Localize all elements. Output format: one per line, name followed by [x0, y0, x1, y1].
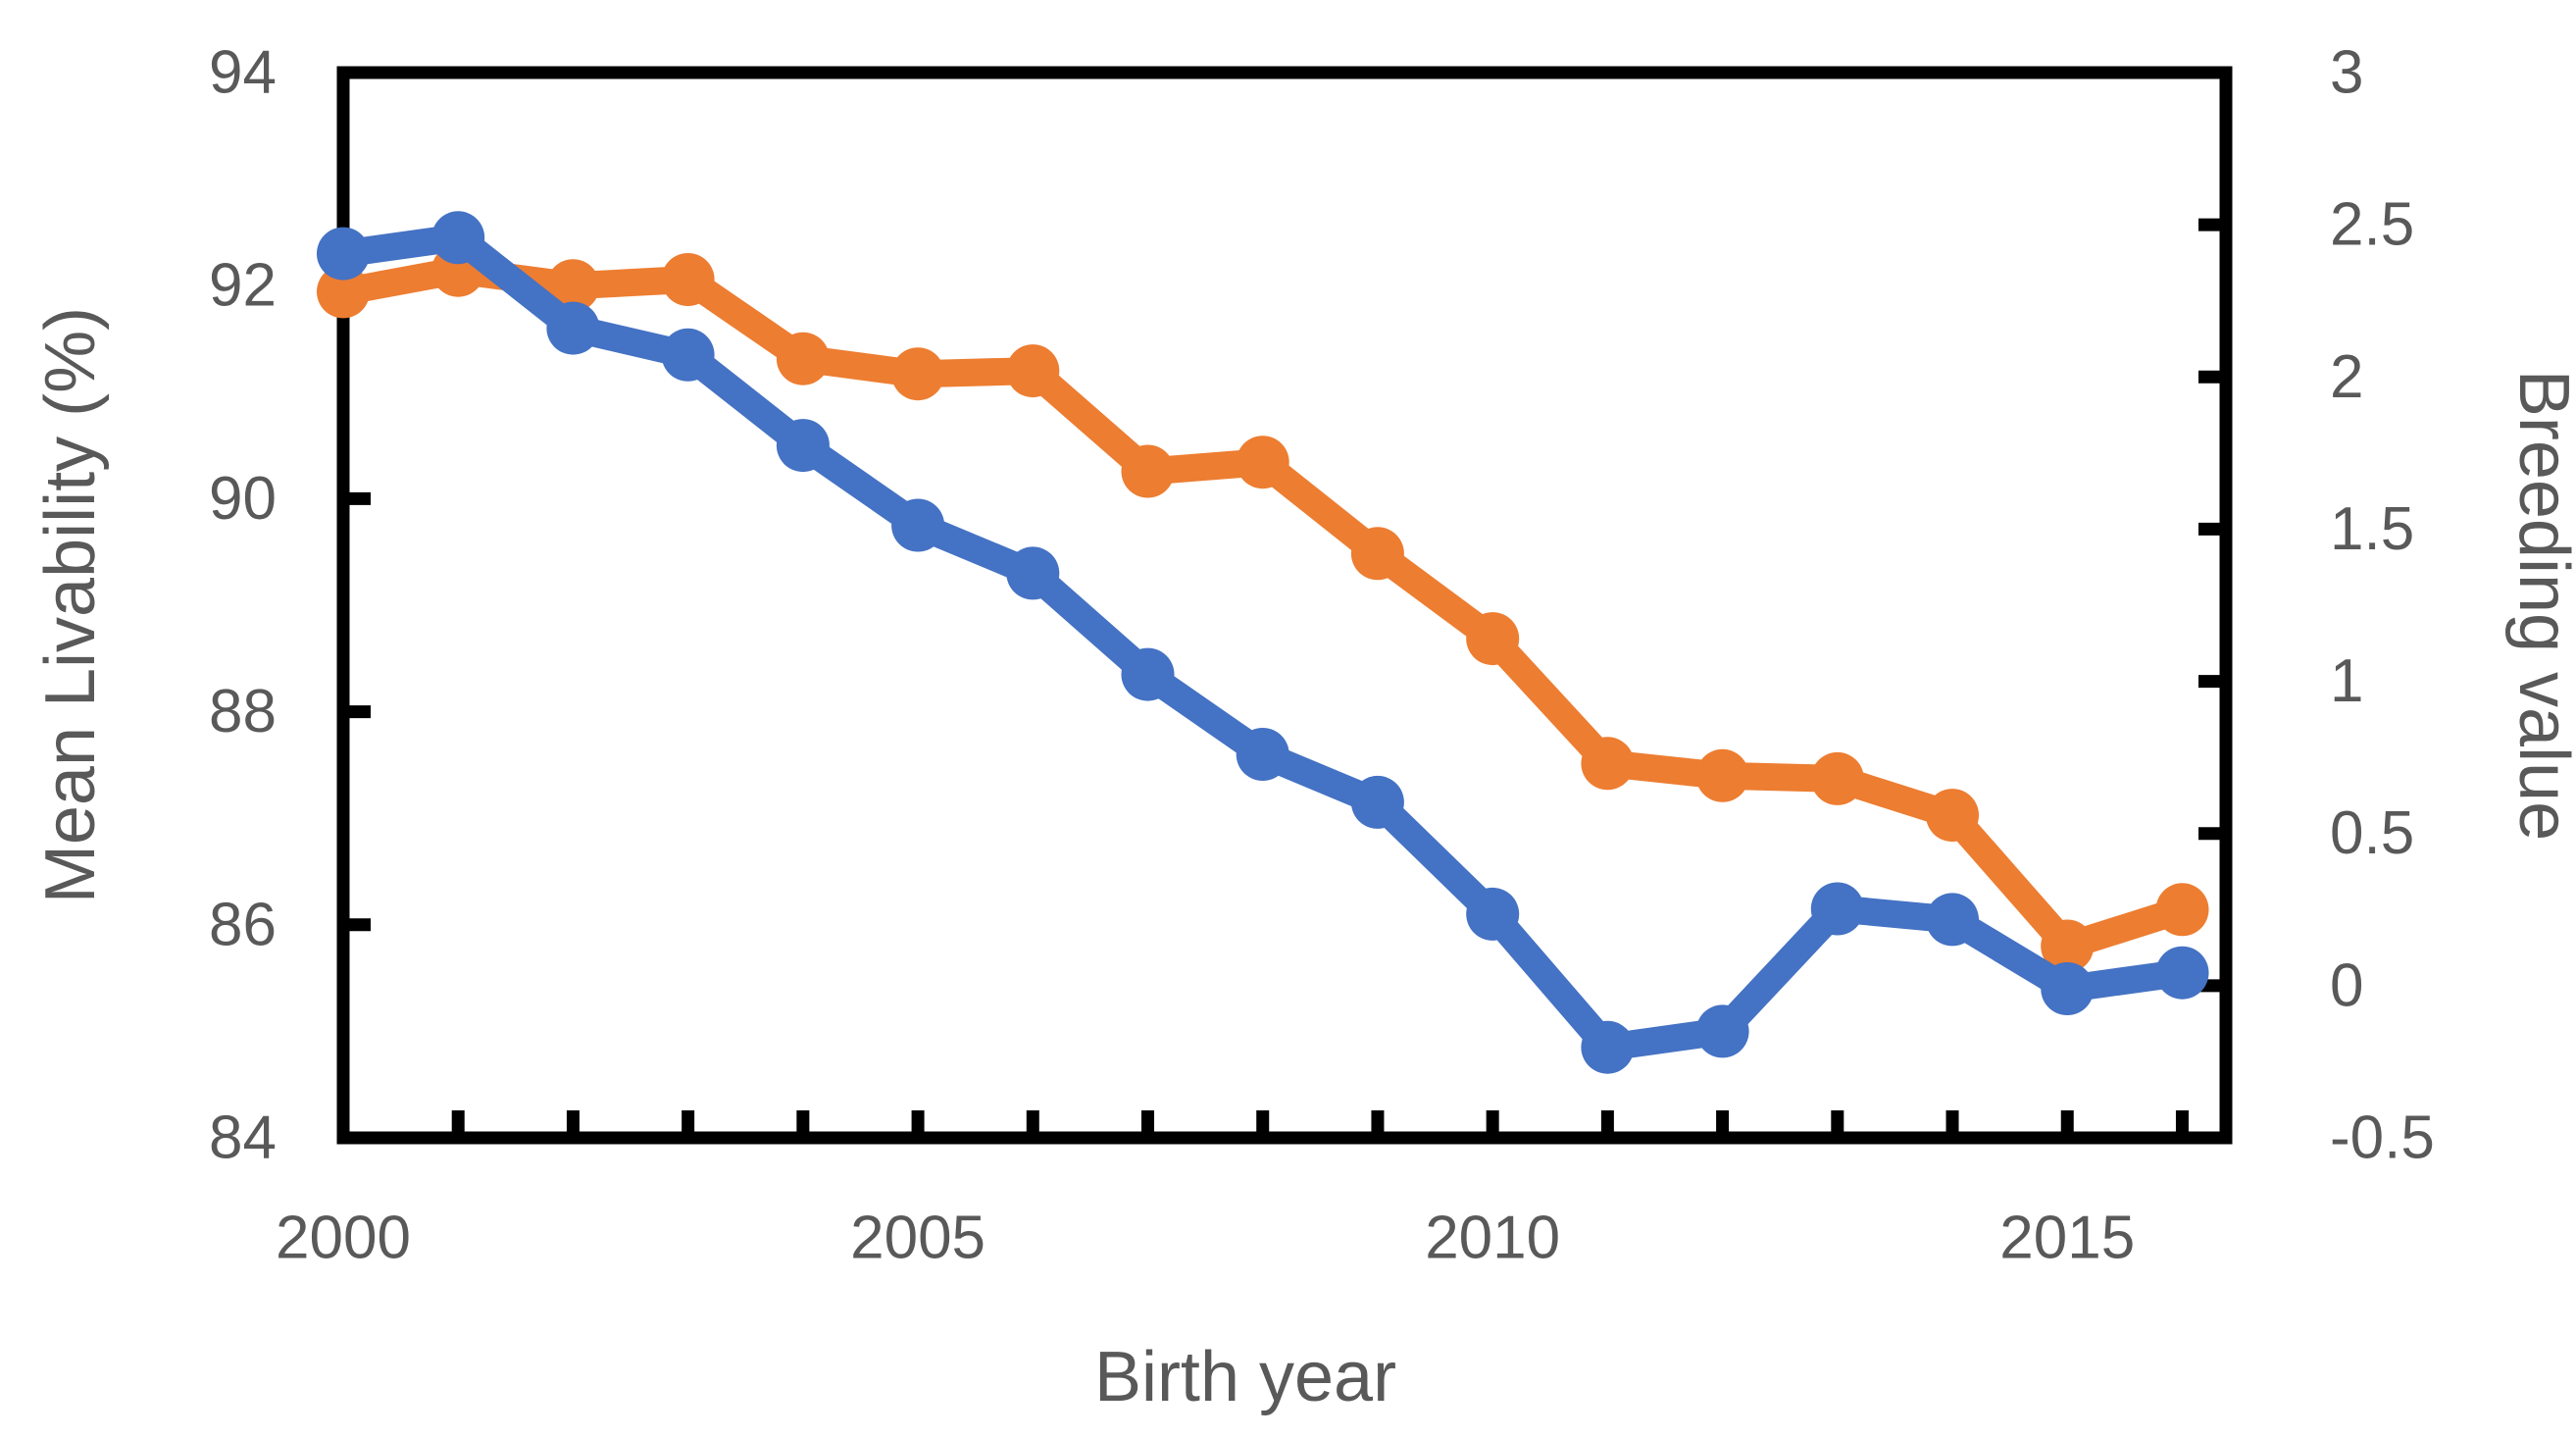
series-breeding-value-point	[776, 332, 830, 385]
series-breeding-value-point	[1236, 436, 1289, 489]
series-mean-livability-point	[776, 419, 830, 473]
series-breeding-value-point	[661, 253, 715, 306]
series-breeding-value-point	[1926, 789, 1979, 843]
series-mean-livability-point	[1350, 775, 1404, 829]
series-mean-livability-point	[546, 301, 600, 355]
series-mean-livability	[317, 211, 2209, 1074]
series-breeding-value	[317, 243, 2209, 973]
series-breeding-value-point	[1581, 737, 1635, 791]
right-tick-label: -0.5	[2330, 1104, 2435, 1172]
left-axis-title: Mean Livability (%)	[31, 306, 110, 904]
series-mean-livability-point	[1006, 546, 1060, 600]
right-tick-label: 2	[2330, 343, 2363, 411]
series-breeding-value-line	[329, 256, 2197, 960]
series-breeding-value-point	[1121, 444, 1175, 498]
series-breeding-value-point	[1006, 344, 1060, 398]
right-axis-title: Breeding value	[2504, 369, 2576, 842]
series-mean-livability-point	[661, 328, 715, 382]
left-tick-label: 86	[209, 891, 277, 958]
plot-frame	[336, 66, 2233, 1145]
series-mean-livability-point	[1121, 647, 1175, 701]
series-breeding-value-point	[1350, 527, 1404, 581]
left-tick-label: 92	[209, 252, 277, 320]
series-breeding-value-point	[2041, 919, 2095, 973]
x-tick-label: 2005	[850, 1205, 985, 1272]
axes	[336, 66, 2233, 1145]
left-tick-label: 88	[209, 678, 277, 745]
series-mean-livability-line	[329, 224, 2197, 1061]
series-breeding-value-point	[317, 265, 370, 319]
series-breeding-value-point	[1695, 748, 1749, 802]
axis-tick-labels: 2000 2005 2010 2015 84 86 88 90 92 94 -0.5 0 0.5 1 1.5…	[209, 39, 2435, 1272]
right-tick-label: 1.5	[2330, 495, 2414, 563]
series-mean-livability-point	[2041, 962, 2095, 1015]
series-mean-livability-point	[2155, 946, 2209, 1000]
series-mean-livability-point	[431, 211, 485, 265]
series-mean-livability-point	[1581, 1020, 1635, 1074]
series-mean-livability-point	[1810, 882, 1864, 936]
series-mean-livability-point	[1926, 893, 1979, 947]
right-tick-label: 0.5	[2330, 799, 2414, 867]
series-mean-livability-point	[317, 227, 370, 281]
series-mean-livability-point	[891, 498, 945, 552]
x-axis-title: Birth year	[1093, 1338, 1397, 1416]
left-tick-label: 90	[209, 465, 277, 533]
series-breeding-value-point	[546, 259, 600, 313]
left-tick-label: 84	[209, 1104, 277, 1172]
right-tick-label: 3	[2330, 39, 2363, 107]
x-tick-label: 2015	[1999, 1205, 2135, 1272]
x-tick-label: 2010	[1425, 1205, 1560, 1272]
series-breeding-value-point	[2155, 883, 2209, 937]
right-tick-label: 0	[2330, 951, 2363, 1019]
series-mean-livability-point	[1236, 728, 1289, 781]
series-mean-livability-point	[1695, 1004, 1749, 1058]
series-mean-livability-point	[1466, 887, 1520, 941]
series-breeding-value-point	[891, 347, 945, 401]
right-tick-label: 1	[2330, 647, 2363, 715]
series-breeding-value-point	[1466, 612, 1520, 666]
series-breeding-value-point	[1810, 751, 1864, 805]
left-tick-label: 94	[209, 39, 277, 107]
x-tick-label: 2000	[276, 1205, 411, 1272]
right-tick-label: 2.5	[2330, 191, 2414, 259]
series-layer	[317, 211, 2209, 1074]
